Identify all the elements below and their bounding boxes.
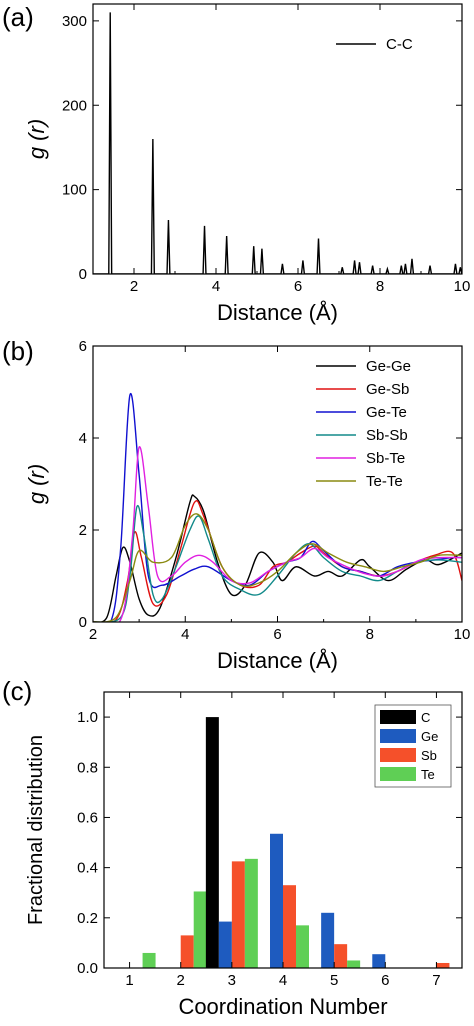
- series-line-ge-te: [93, 392, 462, 622]
- legend-label-sb-te: Sb-Te: [366, 450, 405, 467]
- bar-sb-cn4: [283, 885, 296, 968]
- bar-sb-cn2: [180, 935, 194, 968]
- x-tick-label: 2: [130, 278, 138, 295]
- panel-letter-a: (a): [2, 2, 34, 32]
- y-tick-label: 2: [79, 522, 87, 539]
- x-tick-label: 4: [181, 626, 189, 643]
- x-tick-label: 1: [125, 972, 133, 989]
- bar-sb-cn3: [231, 861, 245, 968]
- y-tick-label: 0.6: [77, 809, 98, 826]
- y-tick-label: 0: [79, 266, 87, 283]
- y-tick-label: 0.4: [77, 860, 98, 877]
- y-tick-label: 100: [62, 182, 87, 199]
- y-tick-label: 6: [79, 338, 87, 355]
- legend-label-sb: Sb: [421, 748, 437, 763]
- legend-label-sb-sb: Sb-Sb: [366, 427, 408, 444]
- series-line-te-te: [93, 513, 462, 622]
- x-tick-label: 10: [454, 278, 471, 295]
- legend-label-ge-sb: Ge-Sb: [366, 381, 409, 398]
- x-tick-label: 7: [432, 972, 440, 989]
- bar-ge-cn4: [270, 833, 283, 968]
- bar-te-cn2: [193, 891, 207, 968]
- x-tick-label: 3: [228, 972, 236, 989]
- x-tick-label: 6: [273, 626, 281, 643]
- bar-ge-cn5: [321, 912, 335, 968]
- panel-letter-c: (c): [2, 676, 33, 706]
- legend-swatch-c: [380, 710, 416, 724]
- legend-swatch-te: [380, 767, 416, 781]
- x-axis-title: Distance (Å): [217, 648, 338, 673]
- x-tick-label: 6: [294, 278, 302, 295]
- bar-sb-cn7: [436, 962, 450, 968]
- x-tick-label: 4: [212, 278, 220, 295]
- legend-swatch-ge: [380, 729, 416, 743]
- x-tick-label: 4: [279, 972, 287, 989]
- series-line-sb-sb: [93, 504, 462, 622]
- legend-label-te: Te: [421, 767, 435, 782]
- y-tick-label: 0: [79, 614, 87, 631]
- legend-label-ge-te: Ge-Te: [366, 404, 407, 421]
- x-axis-title: Coordination Number: [178, 994, 387, 1019]
- series-line-c-c: [93, 12, 462, 274]
- legend-label-ge: Ge: [421, 729, 438, 744]
- y-axis-title: Fractional distribution: [25, 735, 47, 925]
- y-axis-title: g (r): [24, 464, 49, 504]
- bar-ge-cn3: [218, 921, 232, 968]
- x-tick-label: 10: [454, 626, 471, 643]
- x-tick-label: 6: [381, 972, 389, 989]
- y-tick-label: 0.2: [77, 910, 98, 927]
- legend-label-c: C: [421, 710, 430, 725]
- bar-te-cn5: [347, 960, 361, 968]
- bar-sb-cn5: [334, 944, 348, 968]
- y-tick-label: 200: [62, 97, 87, 114]
- x-tick-label: 5: [330, 972, 338, 989]
- bar-c-cn3: [205, 717, 219, 968]
- plot-frame: [92, 3, 463, 275]
- x-tick-label: 2: [177, 972, 185, 989]
- y-tick-label: 0.0: [77, 960, 98, 977]
- x-tick-label: 2: [89, 626, 97, 643]
- panel-letter-b: (b): [2, 336, 34, 366]
- bar-te-cn1: [142, 952, 156, 968]
- bar-te-cn4: [296, 925, 309, 968]
- bar-te-cn3: [244, 858, 258, 968]
- x-tick-label: 8: [376, 278, 384, 295]
- y-tick-label: 300: [62, 13, 87, 30]
- y-tick-label: 1.0: [77, 709, 98, 726]
- x-tick-label: 8: [366, 626, 374, 643]
- bar-ge-cn6: [372, 954, 386, 968]
- series-line-sb-te: [93, 446, 462, 622]
- legend-swatch-sb: [380, 748, 416, 762]
- y-tick-label: 0.8: [77, 759, 98, 776]
- legend-label-te-te: Te-Te: [366, 473, 403, 490]
- y-tick-label: 4: [79, 430, 87, 447]
- y-axis-title: g (r): [24, 119, 49, 159]
- legend-label-c-c: C-C: [386, 36, 413, 53]
- x-axis-title: Distance (Å): [217, 300, 338, 325]
- legend-label-ge-ge: Ge-Ge: [366, 358, 411, 375]
